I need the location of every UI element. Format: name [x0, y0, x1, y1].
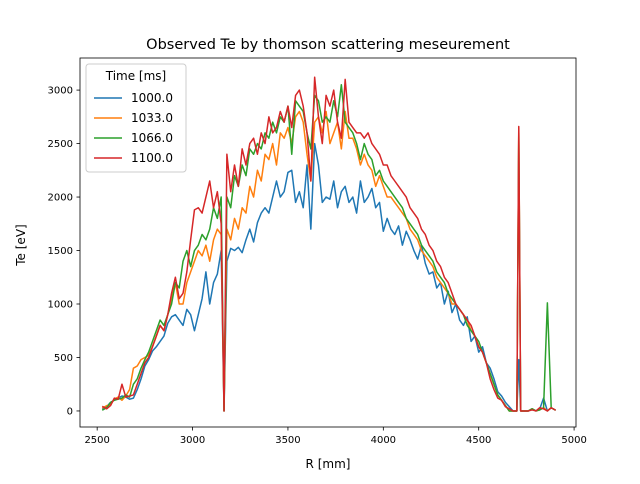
axes-frame: [79, 57, 577, 428]
legend-label: 1100.0: [131, 151, 173, 165]
series-line-4: [101, 76, 557, 412]
legend: Time [ms] 1000.0 1033.0 1066.0 1100.0: [85, 63, 187, 173]
plot-area: [101, 76, 557, 412]
legend-label: 1033.0: [131, 111, 173, 125]
axes: 2500 3000 3500 4000 4500 5000 0 500 1000 1500 2000…: [48, 57, 587, 446]
y-axis-label: Te [eV]: [14, 224, 28, 266]
y-tick-label: 0: [67, 406, 73, 417]
x-tick-label: 2500: [84, 435, 109, 446]
x-tick-label: 4000: [371, 435, 396, 446]
chart-title: Observed Te by thomson scattering meseur…: [146, 37, 510, 53]
y-tick-label: 3000: [48, 86, 73, 97]
legend-entries: 1000.0 1033.0 1066.0 1100.0: [94, 91, 173, 165]
x-axis-label: R [mm]: [306, 457, 351, 471]
x-tick-label: 4500: [466, 435, 491, 446]
y-tick-label: 2000: [48, 193, 73, 204]
y-tick-label: 1000: [48, 300, 73, 311]
legend-label: 1066.0: [131, 131, 173, 145]
legend-label: 1000.0: [131, 91, 173, 105]
x-tick-label: 3000: [180, 435, 205, 446]
legend-frame: [85, 63, 187, 173]
series-line-1: [101, 142, 557, 412]
x-tick-label: 3500: [275, 435, 300, 446]
x-tick-label: 5000: [561, 435, 586, 446]
y-tick-label: 500: [54, 353, 73, 364]
series-lines: [101, 76, 557, 412]
legend-title: Time [ms]: [105, 69, 167, 83]
y-tick-label: 1500: [48, 246, 73, 257]
y-tick-label: 2500: [48, 139, 73, 150]
